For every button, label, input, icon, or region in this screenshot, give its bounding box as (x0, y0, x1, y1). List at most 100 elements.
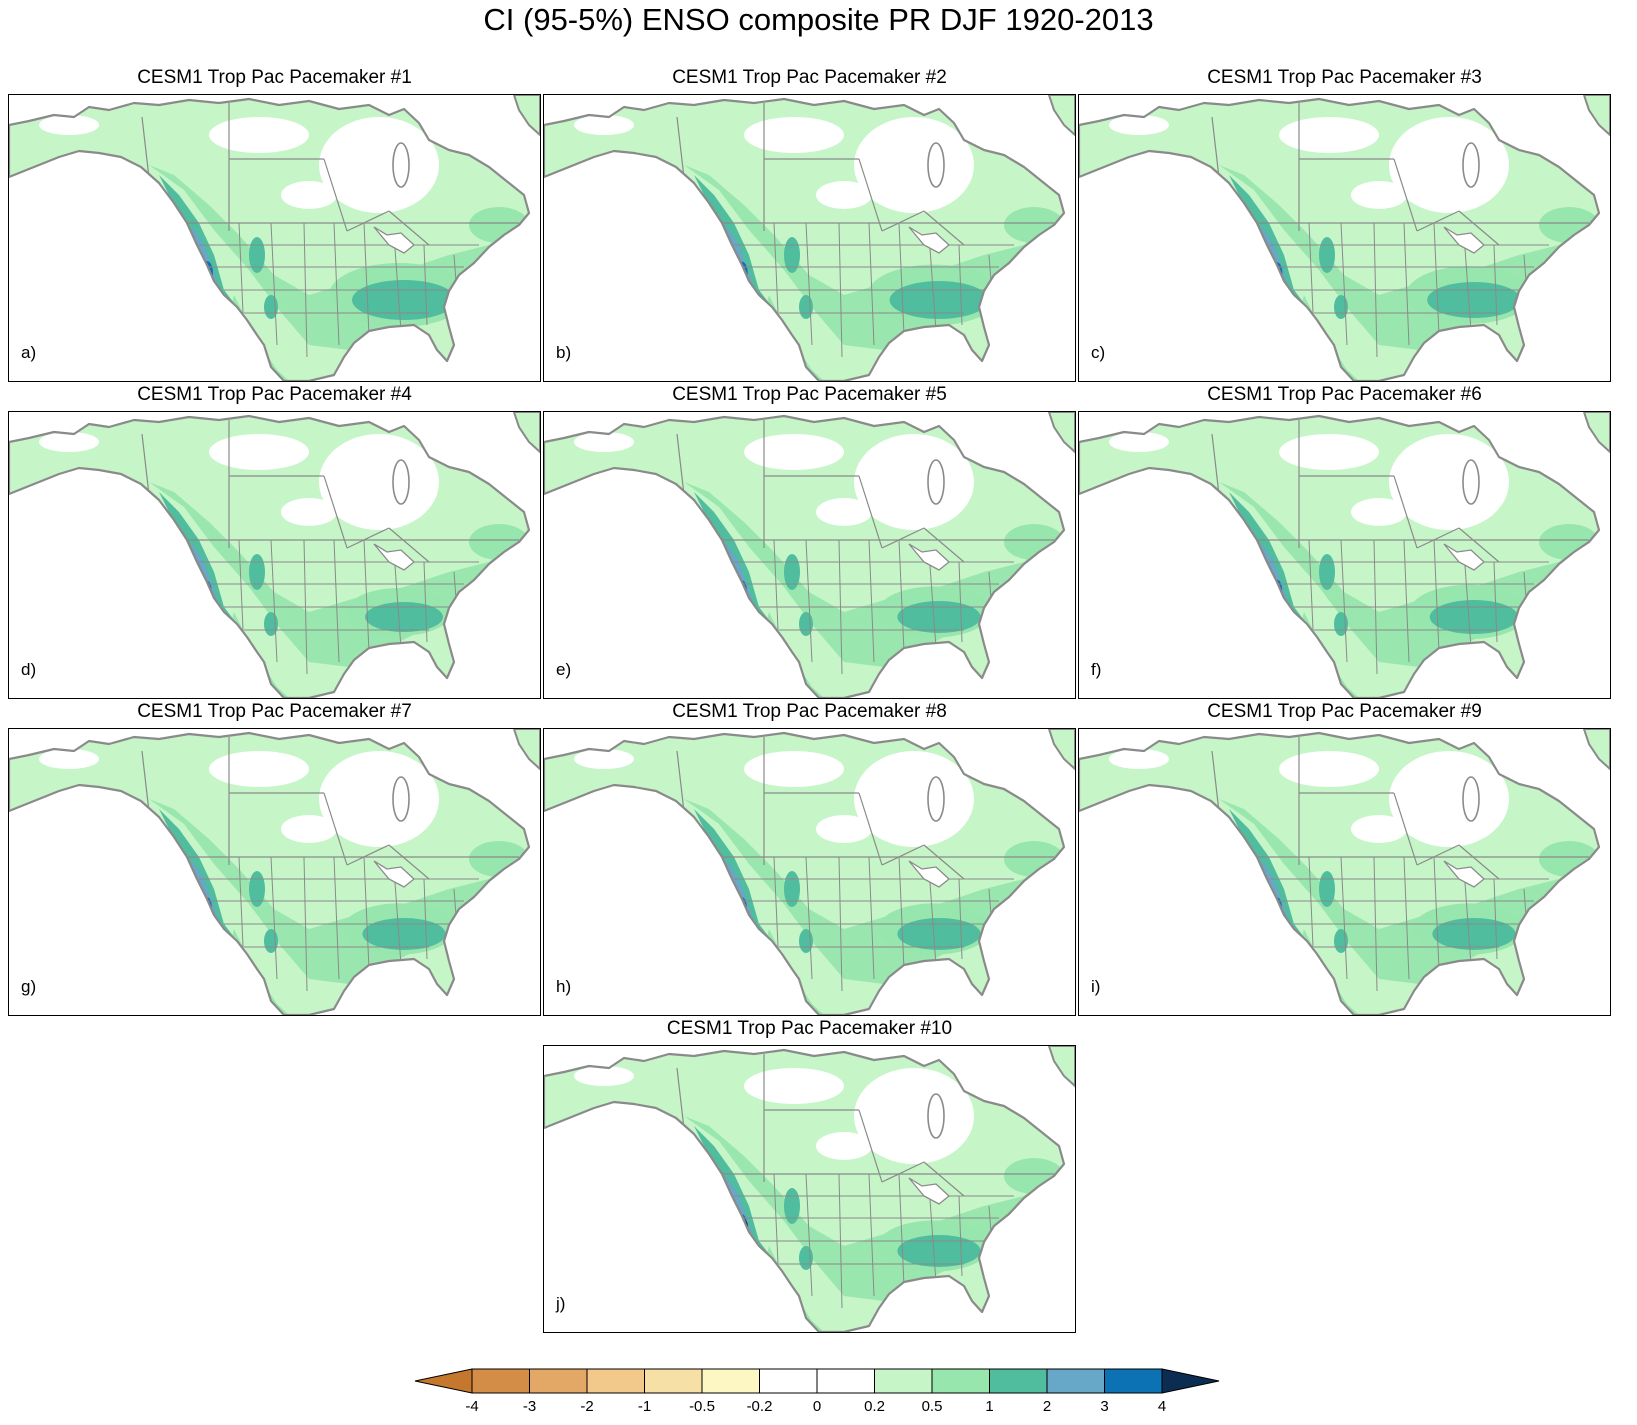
panel-label: c) (1091, 343, 1106, 362)
contour-0-0.2 (319, 751, 439, 847)
colorbar-tick-label: -1 (638, 1398, 651, 1415)
contour-1-2 (784, 871, 800, 907)
panel-label: h) (556, 977, 572, 996)
panel-label: e) (556, 660, 572, 679)
great-lakes (908, 1177, 950, 1205)
colorbar-tick-label: 2 (1043, 1398, 1051, 1415)
precip-shading (1079, 95, 1610, 381)
great-lakes (373, 543, 415, 571)
contour-0-0.2 (816, 815, 872, 843)
contour-1-2 (784, 237, 800, 273)
contour-0-0.2 (209, 117, 309, 153)
province-boundary (346, 210, 390, 232)
state-boundary (928, 1185, 937, 1283)
panel-title: CESM1 Trop Pac Pacemaker #4 (137, 384, 412, 405)
coastline (1079, 731, 1601, 1015)
province-boundary (858, 792, 883, 866)
colorbar-tick-label: -0.5 (689, 1398, 715, 1415)
colorbar-box (471, 1368, 530, 1394)
contour-0-0.2 (574, 432, 634, 452)
state-boundary (1463, 551, 1472, 649)
province-boundary (323, 475, 348, 549)
province-boundary (1393, 792, 1418, 866)
map-frame: i) (1078, 728, 1611, 1016)
contour-1-2 (249, 871, 265, 907)
state-boundary (958, 244, 963, 326)
map-frame: j) (543, 1045, 1076, 1333)
panel-label: d) (21, 660, 37, 679)
colorbar-tick-label: -3 (523, 1398, 536, 1415)
great-lakes (373, 860, 415, 888)
hudson-bay-coast (392, 142, 410, 188)
province-boundary (346, 844, 390, 866)
coastline (512, 729, 540, 771)
contour-0-0.2 (744, 751, 844, 787)
state-boundary (270, 856, 278, 980)
colorbar-tick-label: -4 (465, 1398, 478, 1415)
contour-0-0.2 (209, 751, 309, 787)
map-panel-3: CESM1 Trop Pac Pacemaker #3 c) (1078, 66, 1611, 386)
coastline (512, 95, 540, 137)
colorbar-box (759, 1368, 818, 1394)
panel-title: CESM1 Trop Pac Pacemaker #1 (137, 67, 412, 88)
colorbar-box (529, 1368, 588, 1394)
coastline (9, 731, 531, 1015)
contour-0-0.2 (1109, 749, 1169, 769)
province-boundary (858, 475, 883, 549)
state-boundary (270, 539, 278, 663)
state-boundary (868, 856, 875, 980)
contour-0-0.2 (1389, 117, 1509, 213)
province-boundary (923, 527, 965, 563)
hudson-bay-coast (392, 776, 410, 822)
contour-0-0.2 (281, 498, 337, 526)
contour-1-2 (1319, 237, 1335, 273)
province-boundary (881, 844, 925, 866)
state-boundary (1493, 878, 1498, 960)
province-boundary (1393, 475, 1418, 549)
state-boundary (423, 561, 428, 643)
contour-0-0.2 (854, 117, 974, 213)
map-frame: f) (1078, 411, 1611, 699)
state-boundary (868, 1173, 875, 1297)
state-boundary (363, 222, 370, 336)
contour-0-0.2 (1279, 434, 1379, 470)
colorbar-tick-label: 0 (813, 1398, 821, 1415)
province-boundary (923, 844, 965, 880)
state-boundary (423, 244, 428, 326)
north-america-map (9, 412, 540, 698)
coastline (512, 412, 540, 454)
state-boundary (1433, 222, 1440, 336)
contour-0-0.2 (1351, 498, 1407, 526)
state-boundary (303, 539, 308, 675)
great-lakes (1443, 226, 1485, 254)
contour-0-0.2 (1279, 117, 1379, 153)
state-boundary (333, 856, 340, 980)
map-panel-8: CESM1 Trop Pac Pacemaker #8 h) (543, 700, 1076, 1020)
panel-title: CESM1 Trop Pac Pacemaker #6 (1207, 384, 1482, 405)
hudson-bay-coast (1462, 142, 1480, 188)
contour-0-0.2 (1279, 751, 1379, 787)
colorbar-tick-label: 0.5 (922, 1398, 943, 1415)
state-boundary (898, 222, 905, 336)
map-panel-7: CESM1 Trop Pac Pacemaker #7 g) (8, 700, 541, 1020)
coastline (9, 97, 531, 381)
coastline (1047, 412, 1075, 454)
map-frame: g) (8, 728, 541, 1016)
panel-title: CESM1 Trop Pac Pacemaker #5 (672, 384, 947, 405)
colorbar-max-triangle (1161, 1368, 1220, 1394)
state-boundary (363, 539, 370, 653)
contour-0-0.2 (39, 432, 99, 452)
state-boundary (393, 234, 402, 332)
coastline (9, 414, 531, 698)
state-boundary (805, 1173, 813, 1297)
colorbar: -4 -3 -2 -1 -0.5 -0.2 0 0.2 0.5 1 2 3 4 (0, 1360, 1637, 1420)
hudson-bay-coast (392, 459, 410, 505)
contour-1-2 (1429, 600, 1519, 634)
north-america-map (9, 729, 540, 1015)
contour-0-0.2 (1389, 751, 1509, 847)
contour-1-2 (249, 237, 265, 273)
province-boundary (923, 1161, 965, 1197)
province-boundary (858, 1109, 883, 1183)
state-boundary (1340, 856, 1348, 980)
state-boundary (303, 856, 308, 992)
